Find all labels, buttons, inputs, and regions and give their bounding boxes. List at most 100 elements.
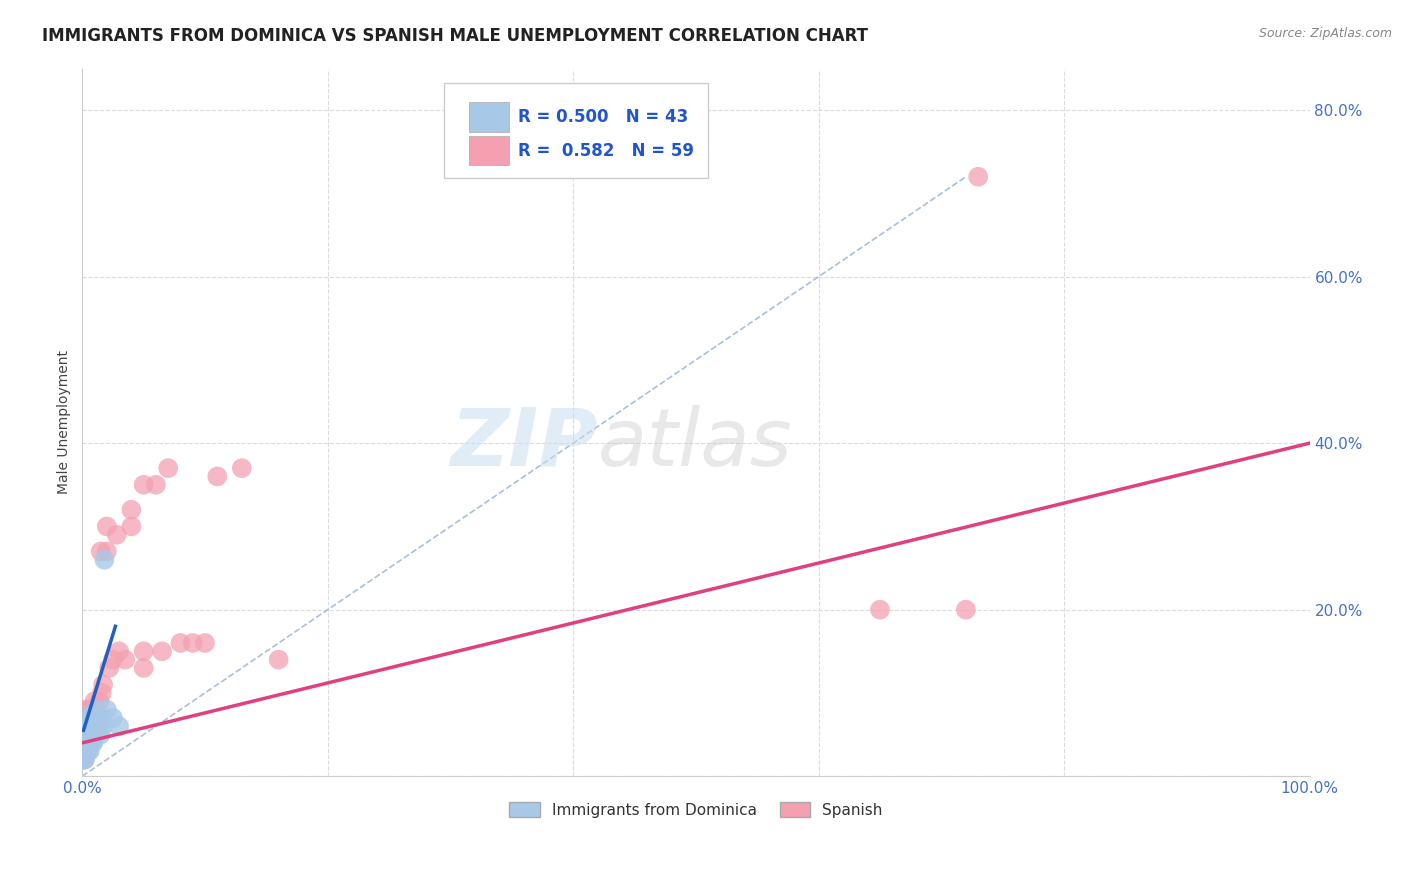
Point	[80, 736, 103, 750]
Point	[75, 736, 97, 750]
Point	[76, 744, 98, 758]
Point	[84, 702, 107, 716]
Point	[869, 602, 891, 616]
Point	[73, 727, 96, 741]
Point	[75, 702, 97, 716]
Point	[76, 711, 98, 725]
Text: ZIP: ZIP	[450, 405, 598, 483]
Point	[83, 711, 105, 725]
Point	[90, 727, 112, 741]
Point	[82, 736, 104, 750]
Point	[90, 711, 112, 725]
Point	[75, 736, 97, 750]
Point	[79, 719, 101, 733]
Point	[80, 736, 103, 750]
Text: R =  0.582   N = 59: R = 0.582 N = 59	[517, 142, 695, 160]
Point	[89, 694, 111, 708]
Point	[76, 727, 98, 741]
Point	[231, 461, 253, 475]
Point	[73, 711, 96, 725]
Point	[75, 719, 97, 733]
Y-axis label: Male Unemployment: Male Unemployment	[58, 351, 72, 494]
Point	[120, 519, 142, 533]
Point	[76, 744, 98, 758]
Point	[84, 727, 107, 741]
Point	[75, 744, 97, 758]
Point	[101, 711, 124, 725]
Point	[82, 711, 104, 725]
Point	[73, 727, 96, 741]
Point	[82, 727, 104, 741]
Point	[150, 644, 173, 658]
Point	[73, 752, 96, 766]
Point	[73, 736, 96, 750]
Point	[77, 736, 100, 750]
Point	[76, 727, 98, 741]
Point	[72, 744, 94, 758]
Point	[96, 702, 118, 716]
Text: atlas: atlas	[598, 405, 793, 483]
Point	[169, 636, 191, 650]
Point	[105, 527, 128, 541]
Point	[79, 736, 101, 750]
Point	[80, 711, 103, 725]
Point	[157, 461, 180, 475]
Point	[108, 644, 131, 658]
Text: R = 0.500   N = 43: R = 0.500 N = 43	[517, 108, 688, 127]
Point	[181, 636, 204, 650]
Point	[77, 702, 100, 716]
FancyBboxPatch shape	[468, 136, 509, 166]
Point	[86, 719, 108, 733]
Point	[89, 719, 111, 733]
Point	[75, 719, 97, 733]
Point	[72, 752, 94, 766]
Point	[93, 552, 115, 566]
FancyBboxPatch shape	[444, 83, 709, 178]
Text: IMMIGRANTS FROM DOMINICA VS SPANISH MALE UNEMPLOYMENT CORRELATION CHART: IMMIGRANTS FROM DOMINICA VS SPANISH MALE…	[42, 27, 868, 45]
Point	[90, 686, 112, 700]
Point	[72, 744, 94, 758]
Point	[96, 519, 118, 533]
Point	[73, 752, 96, 766]
Point	[77, 744, 100, 758]
Point	[72, 736, 94, 750]
Point	[96, 544, 118, 558]
Point	[91, 677, 114, 691]
Point	[98, 661, 121, 675]
Point	[82, 719, 104, 733]
FancyBboxPatch shape	[468, 103, 509, 132]
Point	[955, 602, 977, 616]
Point	[114, 652, 136, 666]
Point	[84, 702, 107, 716]
Point	[79, 719, 101, 733]
Point	[73, 736, 96, 750]
Point	[87, 711, 110, 725]
Point	[82, 711, 104, 725]
Point	[145, 477, 167, 491]
Point	[72, 719, 94, 733]
Point	[967, 169, 990, 184]
Point	[120, 502, 142, 516]
Legend: Immigrants from Dominica, Spanish: Immigrants from Dominica, Spanish	[502, 794, 890, 825]
Point	[87, 711, 110, 725]
Point	[73, 744, 96, 758]
Point	[72, 727, 94, 741]
Point	[82, 711, 104, 725]
Point	[77, 719, 100, 733]
Point	[101, 652, 124, 666]
Text: Source: ZipAtlas.com: Source: ZipAtlas.com	[1258, 27, 1392, 40]
Point	[207, 469, 229, 483]
Point	[83, 727, 105, 741]
Point	[77, 736, 100, 750]
Point	[75, 744, 97, 758]
Point	[79, 727, 101, 741]
Point	[83, 694, 105, 708]
Point	[132, 644, 155, 658]
Point	[194, 636, 217, 650]
Point	[72, 736, 94, 750]
Point	[79, 744, 101, 758]
Point	[76, 711, 98, 725]
Point	[75, 727, 97, 741]
Point	[267, 652, 290, 666]
Point	[83, 727, 105, 741]
